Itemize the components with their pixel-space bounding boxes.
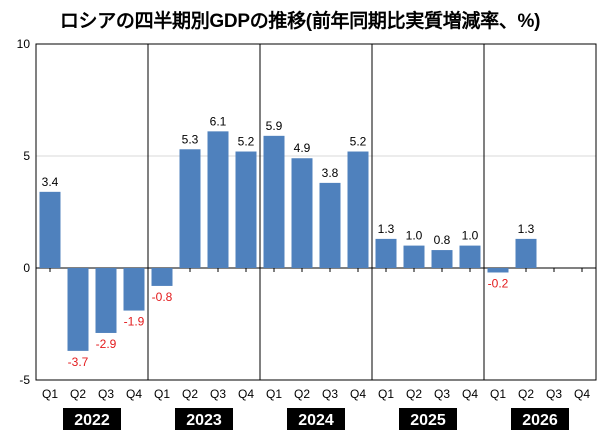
- bar: [123, 268, 145, 311]
- x-tick-label-quarter: Q2: [294, 387, 310, 401]
- x-tick-label-quarter: Q1: [490, 387, 506, 401]
- bar: [431, 250, 453, 268]
- x-tick-label-quarter: Q1: [154, 387, 170, 401]
- bar: [151, 268, 173, 286]
- data-label: -3.7: [68, 355, 89, 369]
- bar: [207, 131, 229, 268]
- bar: [235, 151, 257, 268]
- year-label: 2026: [522, 412, 558, 429]
- year-label: 2023: [186, 412, 222, 429]
- x-tick-label-quarter: Q1: [42, 387, 58, 401]
- chart-title: ロシアの四半期別GDPの推移(前年同期比実質増減率、%): [59, 11, 541, 32]
- x-tick-label-quarter: Q2: [70, 387, 86, 401]
- bar: [375, 238, 397, 268]
- bar: [95, 268, 117, 333]
- data-label: 3.4: [42, 175, 59, 189]
- data-label: 1.3: [518, 222, 535, 236]
- bar: [263, 135, 285, 268]
- bar: [39, 191, 61, 268]
- data-label: 1.3: [378, 222, 395, 236]
- data-label: -0.2: [488, 276, 509, 290]
- x-tick-label-quarter: Q2: [518, 387, 534, 401]
- x-tick-label-quarter: Q3: [210, 387, 226, 401]
- x-tick-label-quarter: Q4: [126, 387, 142, 401]
- y-tick-label: 5: [23, 149, 30, 163]
- bar: [347, 151, 369, 268]
- data-label: 4.9: [294, 141, 311, 155]
- x-tick-label-quarter: Q4: [574, 387, 590, 401]
- data-label: 3.8: [322, 166, 339, 180]
- data-label: 5.9: [266, 119, 283, 133]
- data-label: -2.9: [96, 337, 117, 351]
- data-label: 6.1: [210, 114, 227, 128]
- data-label: 0.8: [434, 233, 451, 247]
- bar: [319, 182, 341, 268]
- year-label: 2022: [74, 412, 110, 429]
- bar: [403, 245, 425, 268]
- data-label: 5.2: [238, 135, 255, 149]
- year-badge: [175, 408, 233, 430]
- x-tick-label-quarter: Q3: [434, 387, 450, 401]
- data-label: -0.8: [152, 290, 173, 304]
- bar: [67, 268, 89, 351]
- plot-frame: [35, 43, 597, 381]
- year-badge: [63, 408, 121, 430]
- bar: [459, 245, 481, 268]
- y-tick-label: 0: [23, 261, 30, 275]
- data-label: 5.3: [182, 132, 199, 146]
- data-label: 1.0: [406, 229, 423, 243]
- bar: [515, 238, 537, 268]
- data-label: -1.9: [124, 315, 145, 329]
- year-badge: [399, 408, 457, 430]
- bar: [179, 149, 201, 268]
- year-label: 2024: [298, 412, 334, 429]
- bar: [291, 158, 313, 268]
- year-badge: [511, 408, 569, 430]
- x-tick-label-quarter: Q3: [322, 387, 338, 401]
- x-tick-label-quarter: Q2: [182, 387, 198, 401]
- x-tick-label-quarter: Q3: [546, 387, 562, 401]
- data-label: 1.0: [462, 229, 479, 243]
- x-tick-label-quarter: Q2: [406, 387, 422, 401]
- year-badge: [287, 408, 345, 430]
- x-tick-label-quarter: Q1: [378, 387, 394, 401]
- x-tick-label-quarter: Q4: [462, 387, 478, 401]
- y-tick-label: -5: [19, 373, 30, 387]
- x-tick-label-quarter: Q4: [350, 387, 366, 401]
- x-tick-label-quarter: Q4: [238, 387, 254, 401]
- x-tick-label-quarter: Q3: [98, 387, 114, 401]
- year-label: 2025: [410, 412, 446, 429]
- y-tick-label: 10: [17, 37, 31, 51]
- x-tick-label-quarter: Q1: [266, 387, 282, 401]
- bar: [487, 268, 509, 273]
- data-label: 5.2: [350, 135, 367, 149]
